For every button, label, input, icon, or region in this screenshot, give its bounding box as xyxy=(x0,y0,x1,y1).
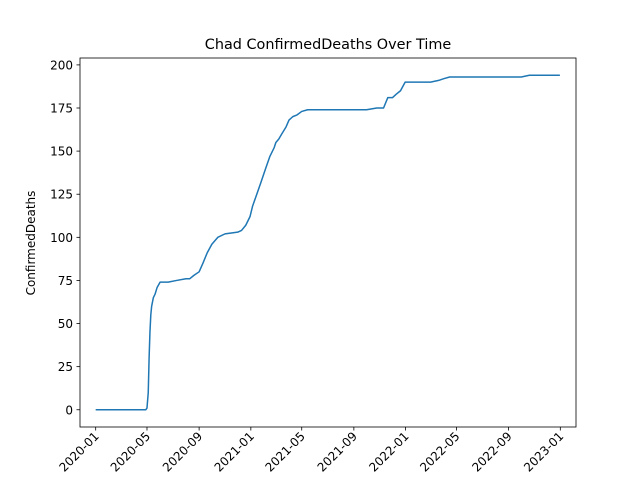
y-tick-label: 100 xyxy=(50,231,73,245)
chart-title: Chad ConfirmedDeaths Over Time xyxy=(205,37,452,53)
y-tick-label: 175 xyxy=(50,102,73,116)
y-tick-label: 150 xyxy=(50,145,73,159)
y-axis-label: ConfirmedDeaths xyxy=(24,191,38,296)
y-tick-label: 50 xyxy=(58,317,73,331)
y-tick-label: 25 xyxy=(58,360,73,374)
y-tick-label: 125 xyxy=(50,188,73,202)
y-tick-label: 75 xyxy=(58,274,73,288)
y-tick-label: 0 xyxy=(65,403,73,417)
y-tick-label: 200 xyxy=(50,58,73,72)
